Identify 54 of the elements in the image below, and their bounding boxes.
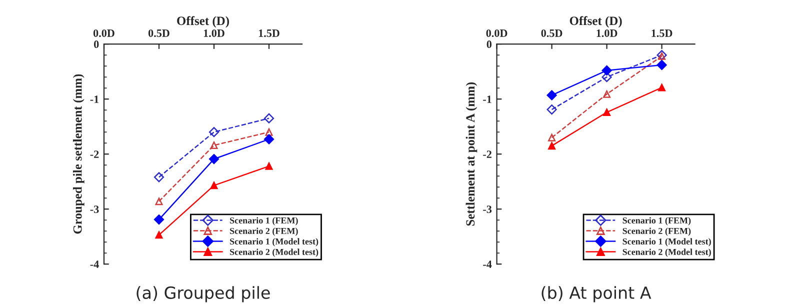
- legend-label: Scenario 1 (Model test): [622, 238, 711, 246]
- point: [208, 154, 220, 164]
- x-tick-label: 1.5D: [258, 30, 280, 37]
- x-tick-label: 1.0D: [204, 29, 224, 37]
- point: [658, 84, 666, 92]
- x-tick-label: 1.5D: [652, 30, 672, 37]
- x-tick-label: 0.5D: [541, 29, 562, 37]
- legend-label: Scenario 1 (Model test): [230, 238, 318, 246]
- point: [154, 172, 164, 182]
- point: [264, 113, 274, 124]
- x-tick-label: 0.0D: [486, 29, 508, 37]
- legend-label: Scenario 2 (FEM): [230, 228, 298, 236]
- point: [265, 162, 273, 170]
- y-tick-label: -2: [90, 150, 99, 158]
- y-tick-label: -4: [483, 260, 492, 268]
- y-tick-label: -2: [483, 150, 492, 158]
- point: [265, 128, 273, 136]
- point: [603, 108, 611, 116]
- point: [210, 182, 218, 190]
- legend-label: Scenario 1 (FEM): [230, 217, 298, 226]
- point: [155, 198, 163, 206]
- legend-label: Scenario 2 (FEM): [622, 228, 691, 236]
- point: [602, 65, 612, 76]
- point: [602, 72, 612, 82]
- x-axis-title: Offset (D): [177, 16, 229, 28]
- point: [264, 134, 274, 144]
- y-axis-title: Grouped pile settlement (mm): [72, 74, 84, 234]
- text: (b) At point A: [542, 286, 652, 302]
- legend-label: Scenario 2 (Model test): [230, 248, 318, 257]
- y-tick-label: 0: [486, 40, 492, 48]
- point: [548, 134, 556, 142]
- point: [210, 142, 218, 150]
- point: [154, 214, 164, 225]
- x-tick-label: 0.0D: [93, 29, 114, 37]
- point: [603, 90, 611, 98]
- legend-label: Scenario 1 (FEM): [622, 217, 691, 226]
- point: [546, 90, 557, 100]
- legend-label: Scenario 2 (Model test): [622, 248, 711, 257]
- y-tick-label: -1: [90, 96, 99, 103]
- point: [546, 104, 557, 115]
- y-tick-label: -1: [483, 96, 492, 103]
- x-tick-label: 0.5D: [148, 29, 170, 37]
- point: [208, 127, 220, 138]
- y-tick-label: -4: [90, 260, 99, 268]
- point: [656, 60, 667, 70]
- text: (a) Grouped pile: [136, 286, 270, 302]
- y-tick-label: -3: [90, 206, 99, 214]
- x-tick-label: 1.0D: [596, 29, 618, 37]
- point: [155, 231, 163, 239]
- y-tick-label: 0: [94, 40, 99, 48]
- x-axis-title: Offset (D): [570, 16, 622, 28]
- y-tick-label: -3: [483, 206, 492, 214]
- y-axis-title: Settlement at point A (mm): [466, 82, 478, 226]
- point: [548, 142, 556, 150]
